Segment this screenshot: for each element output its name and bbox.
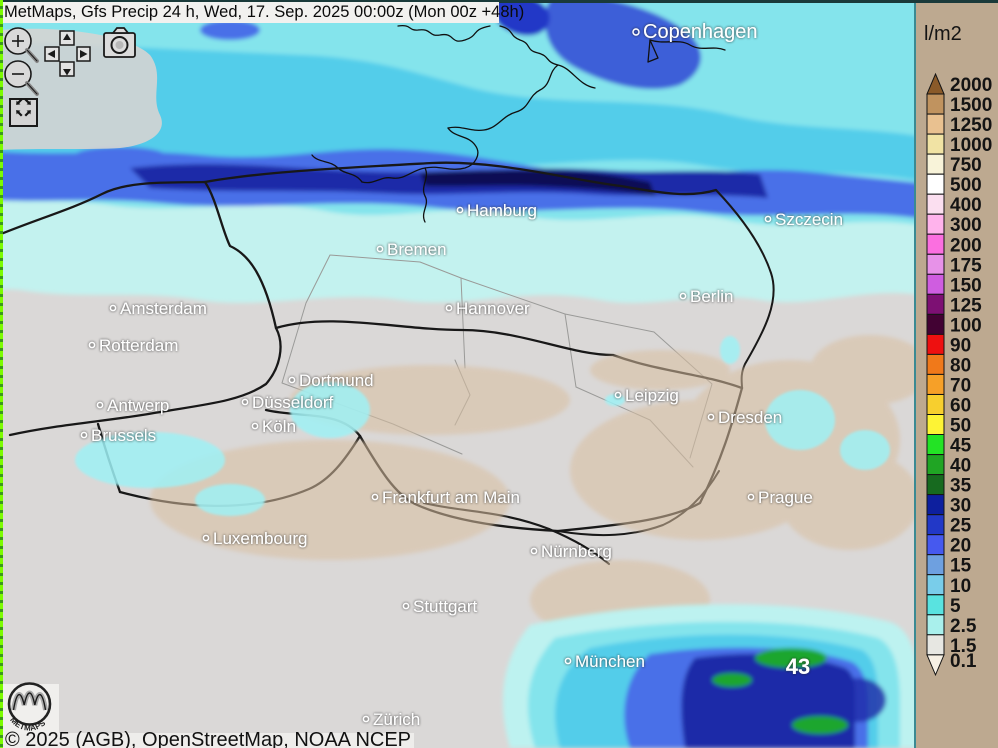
svg-text:© 2025 (AGB), OpenStreetMap, N: © 2025 (AGB), OpenStreetMap, NOAA NCEP — [5, 729, 411, 748]
